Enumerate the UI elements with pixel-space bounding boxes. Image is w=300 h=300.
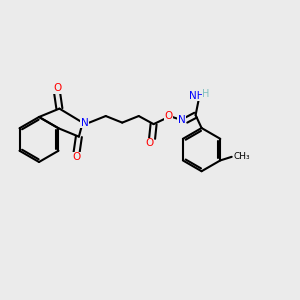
Text: NH: NH <box>189 91 205 100</box>
Text: O: O <box>72 152 81 162</box>
Text: O: O <box>53 83 61 93</box>
Text: O: O <box>164 111 173 121</box>
Text: CH₃: CH₃ <box>233 152 250 161</box>
Text: N: N <box>81 118 88 128</box>
Text: O: O <box>145 138 153 148</box>
Text: H: H <box>202 89 210 99</box>
Text: N: N <box>178 115 186 125</box>
